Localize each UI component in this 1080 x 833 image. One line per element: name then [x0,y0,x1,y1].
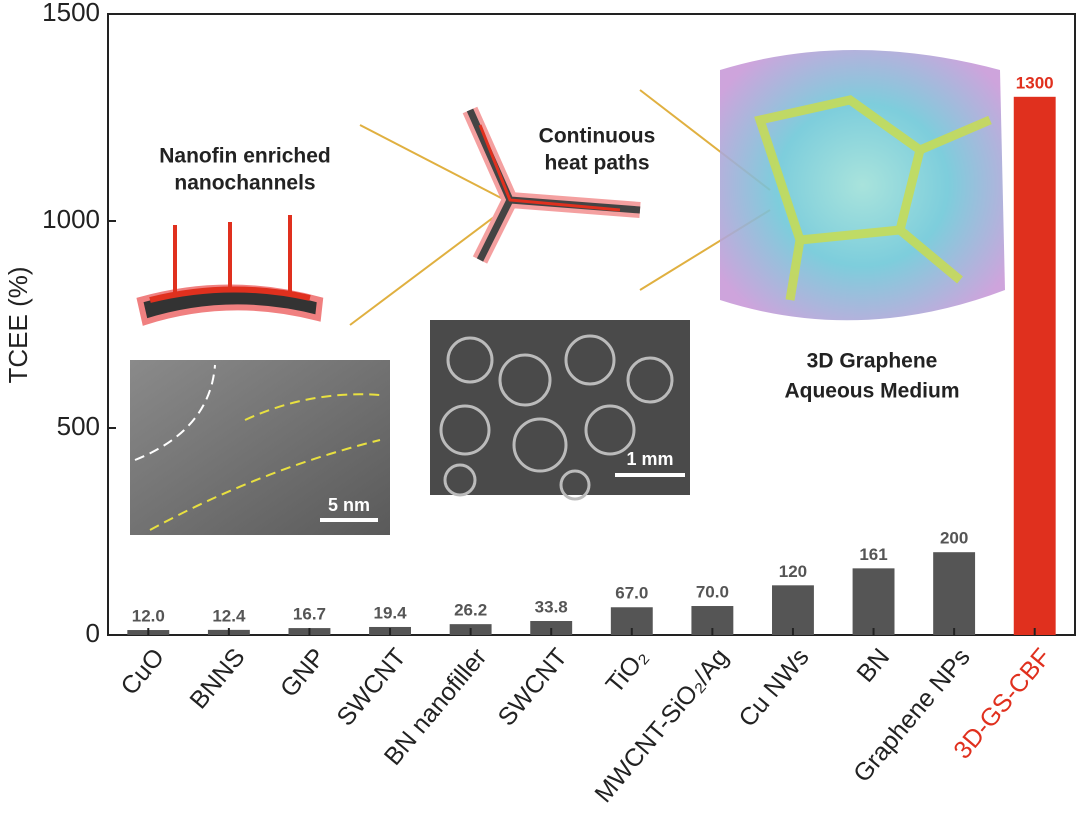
annotation: heat paths [544,152,649,175]
y-axis-label: TCEE (%) [3,267,33,384]
value-label: 26.2 [454,601,487,620]
y-tick-label: 1000 [42,204,100,234]
value-label: 12.0 [132,607,165,626]
value-label: 120 [779,562,807,581]
illustrations [130,50,1005,535]
y-tick-label: 1500 [42,0,100,27]
x-tick-label: BNNS [184,643,250,714]
bar [933,552,976,635]
scale-label: 1 mm [626,449,673,469]
x-tick-label: TiO₂ [600,643,653,699]
scale-label: 5 nm [328,495,370,515]
annotation: Nanofin enriched [159,145,331,168]
value-label: 12.4 [212,606,246,625]
bar [852,568,895,635]
annotation: Aqueous Medium [784,380,959,403]
x-tick-label: Cu NWs [733,643,814,732]
annotation: Continuous [539,125,656,148]
annotation: nanochannels [174,172,315,195]
x-tick-label: GNP [275,643,331,703]
y-tick-label: 0 [86,618,100,648]
x-tick-label: BN [851,643,895,688]
y-tick-label: 500 [57,411,100,441]
x-tick-label: SWCNT [331,643,411,731]
value-label: 200 [940,529,968,548]
value-label: 67.0 [615,584,648,603]
plot-frame [107,13,1076,636]
bar [772,585,814,635]
value-label: 70.0 [696,583,729,602]
value-label: 19.4 [373,603,407,622]
value-label: 16.7 [293,605,326,624]
value-label: 1300 [1016,73,1054,92]
value-label: 161 [859,545,887,564]
x-tick-label: SWCNT [493,643,573,731]
value-label: 33.8 [535,597,568,616]
annotation: 3D Graphene [807,350,938,373]
bar [1013,96,1056,636]
x-tick-label: CuO [115,643,169,700]
